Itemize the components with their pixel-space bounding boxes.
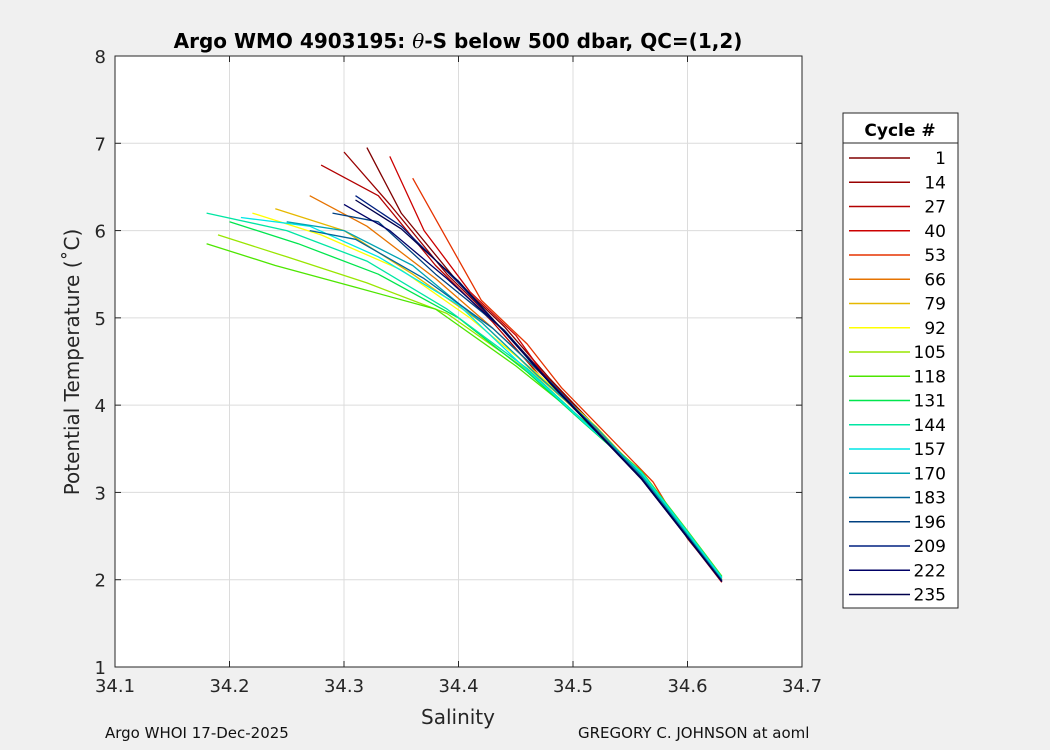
y-tick-label: 1: [95, 658, 106, 679]
legend-label: 131: [914, 392, 946, 412]
x-tick-label: 34.6: [667, 676, 707, 697]
chart-title-suffix: -S below 500 dbar, QC=(1,2): [424, 29, 742, 53]
legend-label: 53: [924, 246, 946, 266]
x-tick-label: 34.5: [553, 676, 593, 697]
y-tick-label: 6: [95, 222, 106, 243]
legend-label: 105: [914, 343, 946, 363]
legend-entry: 157: [849, 440, 946, 460]
legend-entry: 105: [849, 343, 946, 363]
legend-entry: 209: [849, 537, 946, 557]
legend-label: 196: [914, 513, 946, 533]
legend-entry: 118: [849, 367, 946, 387]
legend-label: 235: [914, 586, 946, 606]
x-tick-label: 34.2: [209, 676, 249, 697]
legend-label: 1: [935, 149, 946, 169]
legend-entry: 1: [849, 149, 946, 169]
legend-label: 79: [924, 295, 946, 315]
legend-entry: 196: [849, 513, 946, 533]
legend-entry: 14: [849, 173, 946, 193]
legend-label: 40: [924, 222, 946, 242]
x-tick-label: 34.3: [324, 676, 364, 697]
chart-title-prefix: Argo WMO 4903195:: [174, 29, 413, 53]
legend-label: 92: [924, 319, 946, 339]
legend-label: 157: [914, 440, 946, 460]
legend-label: 14: [924, 173, 946, 193]
legend-label: 183: [914, 489, 946, 509]
series-line-157: [240, 216, 723, 579]
y-tick-label: 2: [95, 571, 106, 592]
legend-entry: 79: [849, 295, 946, 315]
series-line-170: [286, 221, 723, 581]
legend-entry: 92: [849, 319, 946, 339]
legend-label: 170: [914, 464, 946, 484]
legend-entry: 27: [849, 198, 946, 218]
y-tick-label: 7: [95, 134, 106, 155]
footer-left: Argo WHOI 17-Dec-2025: [105, 724, 289, 742]
x-tick-label: 34.7: [782, 676, 822, 697]
legend-entry: 131: [849, 392, 946, 412]
legend-box: [842, 112, 959, 609]
y-tick-label: 4: [95, 396, 106, 417]
series-line-235: [355, 199, 723, 582]
legend-entry: 144: [849, 416, 946, 436]
series-layer: [206, 147, 723, 583]
y-axis-label: Potential Temperature (˚C): [60, 229, 84, 496]
legend-entry: 222: [849, 561, 946, 581]
legend-entries: 1 14 27 40 53 66 79 92 105 118 131 144 157 170 183 196 2…: [849, 149, 946, 606]
legend-entry: 40: [849, 222, 946, 242]
x-axis-label: Salinity: [421, 705, 495, 729]
y-tick-label: 8: [95, 47, 106, 68]
y-tick-label: 5: [95, 309, 106, 330]
legend-entry: 53: [849, 246, 946, 266]
x-tick-label: 34.1: [95, 676, 135, 697]
legend-label: 118: [914, 367, 946, 387]
legend-entry: 66: [849, 270, 946, 290]
legend-label: 27: [924, 198, 946, 218]
footer-right: GREGORY C. JOHNSON at aoml: [578, 724, 810, 742]
grid: [115, 56, 802, 667]
x-tick-label: 34.4: [438, 676, 478, 697]
legend-entry: 183: [849, 489, 946, 509]
legend-label: 222: [914, 561, 946, 581]
chart-title: Argo WMO 4903195: θ-S below 500 dbar, QC…: [174, 29, 743, 53]
tick-labels: 34.1 34.2 34.3 34.4 34.5 34.6 34.7 1 2 3 4 5 6 7 8: [95, 47, 822, 697]
legend-label: 66: [924, 270, 946, 290]
legend-entry: 170: [849, 464, 946, 484]
legend-label: 209: [914, 537, 946, 557]
y-tick-label: 3: [95, 483, 106, 504]
legend-entry: 235: [849, 586, 946, 606]
chart-title-symbol: θ: [412, 29, 424, 53]
legend-title: Cycle #: [864, 121, 935, 141]
legend: Cycle # 1 14 27 40 53 66 79 92 105 118 131 144 157 17…: [842, 112, 959, 609]
legend-label: 144: [914, 416, 946, 436]
